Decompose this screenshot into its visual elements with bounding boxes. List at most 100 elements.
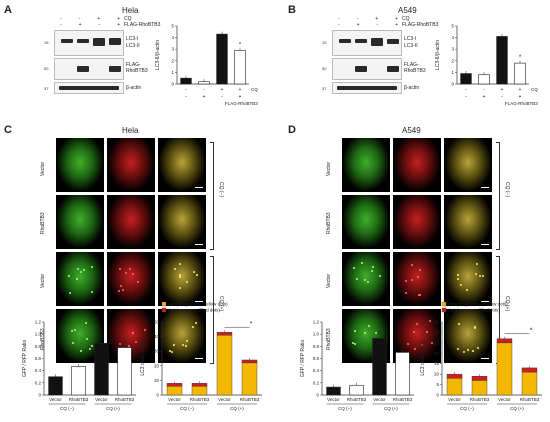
panel-c-scale-bar: [195, 301, 203, 302]
panel-a-cq-sign-1: -: [78, 16, 81, 22]
group-label-pos: CQ (+): [384, 406, 398, 411]
panel-c-dots-svg: 0 10 20 30 40 50 LC3 dots / cells Vector RhoBTB3…: [140, 302, 262, 411]
significance-mark: #: [123, 340, 126, 346]
panel-d-puncta: [456, 277, 459, 280]
panel-a-flag-sign-2: -: [98, 22, 101, 28]
panel-c-micrograph-merge-row2: [158, 252, 206, 306]
significance-star: *: [530, 328, 533, 335]
bar-red: [191, 383, 208, 387]
y-tick-label: 3: [451, 47, 454, 52]
panel-a-mw-50: 50: [44, 66, 49, 71]
x-category-label: Vector: [95, 397, 108, 402]
panel-a-label-flag: FLAG- RhoBTB3: [126, 62, 148, 74]
panel-c-row-label-1: RhoBTB3: [40, 212, 46, 234]
y-tick-label: 0.2: [313, 380, 320, 385]
panel-a-cq-sign-3: +: [117, 16, 120, 22]
group-label-neg: CQ (−): [338, 406, 352, 411]
panel-c-puncta: [85, 337, 88, 340]
cq-sign: -: [483, 87, 485, 93]
group-label-neg: CQ (−): [180, 406, 194, 411]
flag-sign: -: [221, 94, 223, 100]
panel-a-blot-lc3: [54, 30, 124, 56]
panel-d-puncta: [363, 279, 366, 282]
cq-sign: +: [239, 87, 242, 93]
y-axis-label: LC3 dots / cells: [420, 341, 426, 376]
panel-b-label-lc3ii: LC3-II: [404, 43, 418, 49]
panel-c-puncta: [122, 288, 125, 291]
panel-d-puncta: [478, 275, 481, 278]
bar-red: [241, 359, 258, 364]
panel-d-puncta: [472, 349, 475, 352]
panel-d-puncta: [456, 347, 459, 350]
bar: [216, 33, 228, 85]
panel-d-puncta: [405, 292, 408, 295]
x-category-label: RhoBTB3: [190, 397, 210, 402]
panel-b-letter: B: [288, 4, 296, 16]
panel-d-puncta: [462, 350, 465, 353]
panel-d-row-label-1: RhoBTB3: [326, 212, 332, 234]
panel-c-puncta: [186, 339, 189, 342]
y-tick-label: 5: [451, 24, 454, 29]
bar-red: [496, 338, 513, 344]
panel-c-title: Hela: [122, 126, 139, 135]
panel-d-puncta: [474, 273, 477, 276]
panel-d-puncta: [361, 262, 364, 265]
y-axis-label: GFP / RFP Ratio: [22, 340, 28, 378]
panel-d-puncta: [475, 262, 478, 265]
panel-d-puncta: [413, 347, 416, 350]
panel-d-scale-bar: [481, 301, 489, 302]
panel-c-puncta: [185, 281, 188, 284]
panel-a-cq-sign-0: -: [60, 16, 62, 22]
bar-yellow: [216, 334, 233, 396]
x-category-label: RhoBTB3: [115, 397, 135, 402]
panel-a-title: Hela: [122, 6, 139, 15]
group-label-pos: CQ (+): [510, 406, 524, 411]
panel-b-cq-sign-3: +: [395, 16, 398, 22]
panel-c-scale-bar: [195, 358, 203, 359]
bar: [514, 62, 526, 85]
group-label-pos: CQ (+): [230, 406, 244, 411]
y-tick-label: 0: [156, 393, 159, 398]
panel-c-puncta: [181, 343, 184, 346]
panel-d-micrograph-rfp-row2: [393, 252, 441, 306]
panel-c-puncta: [69, 291, 72, 294]
panel-d-scale-bar: [481, 187, 489, 188]
panel-c-puncta: [119, 267, 122, 270]
panel-c-puncta: [185, 345, 188, 348]
panel-c-puncta: [128, 267, 131, 270]
cq-sign: +: [221, 87, 224, 93]
y-tick-label: 3: [171, 47, 174, 52]
y-tick-label: 2: [171, 58, 174, 63]
panel-a-flag-sign-0: -: [60, 22, 62, 28]
cq-sign: -: [185, 87, 187, 93]
panel-c-puncta: [195, 273, 198, 276]
bar-red: [521, 367, 538, 373]
panel-c-puncta: [171, 350, 174, 353]
panel-d-puncta: [355, 277, 358, 280]
flag-sign: +: [519, 94, 522, 100]
panel-b-flag-label: FLAG-RhoBTB3: [402, 22, 439, 28]
panel-c-micrograph-merge-row3: [158, 309, 206, 363]
x-category-label: RhoBTB3: [520, 397, 540, 402]
y-tick-label: 1.2: [35, 320, 42, 325]
panel-b-cq-signs: - - + +: [338, 16, 398, 22]
panel-a-flag-label: FLAG-RhoBTB3: [124, 22, 161, 28]
bar: [71, 366, 86, 396]
panel-d-letter: D: [288, 124, 296, 136]
panel-d-dots-svg: 0 5 10 15 20 25 30 35 LC3 dots / cells Vector RhoB…: [420, 302, 542, 411]
panel-d-row-label-2: Vector: [326, 273, 332, 288]
panel-d-puncta: [474, 326, 477, 329]
panel-d-puncta: [417, 276, 420, 279]
y-tick-label: 0: [38, 393, 41, 398]
panel-c-puncta: [179, 263, 182, 266]
panel-d-puncta: [407, 342, 410, 345]
panel-d-puncta: [413, 331, 416, 334]
y-tick-label: 4: [451, 35, 454, 40]
panel-a-flag-signs: - + - +: [60, 22, 120, 28]
panel-d-puncta: [404, 279, 407, 282]
panel-b-label-lc3i: LC3-I: [404, 36, 417, 42]
panel-c-scale-bar: [195, 187, 203, 188]
panel-c-puncta: [125, 271, 128, 274]
flag-sign: -: [465, 94, 467, 100]
